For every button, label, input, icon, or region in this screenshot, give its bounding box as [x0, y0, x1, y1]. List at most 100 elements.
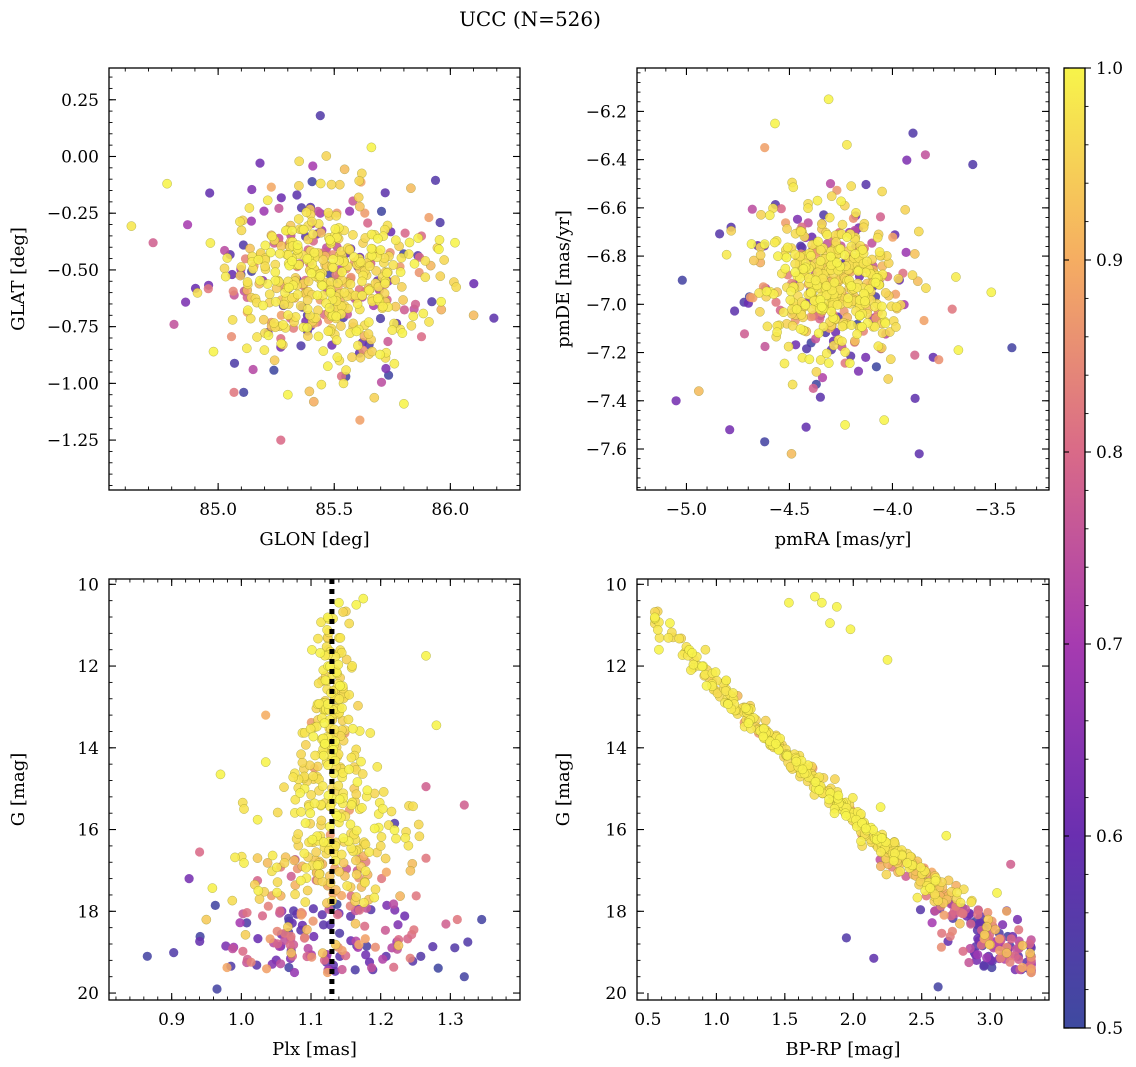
y-tick-label: 16: [605, 821, 627, 841]
data-point: [871, 362, 882, 372]
data-point: [308, 161, 318, 171]
data-point: [804, 354, 815, 365]
data-point: [351, 599, 362, 610]
data-point: [338, 858, 349, 868]
data-point: [710, 667, 721, 677]
data-point: [870, 277, 881, 288]
data-point: [259, 206, 269, 216]
data-point: [815, 256, 826, 266]
data-point: [341, 365, 351, 375]
data-point: [883, 374, 894, 384]
data-point: [1025, 948, 1035, 958]
data-point: [1001, 948, 1012, 958]
data-point: [888, 232, 898, 242]
data-point: [354, 905, 365, 915]
data-point: [314, 869, 325, 879]
data-point: [313, 633, 323, 644]
data-point: [364, 261, 375, 271]
data-point: [259, 345, 270, 355]
data-point: [360, 934, 370, 944]
data-point: [1006, 934, 1016, 944]
data-point: [360, 866, 371, 876]
data-point: [341, 654, 352, 665]
data-point: [856, 836, 866, 847]
data-point: [983, 907, 993, 918]
data-point: [364, 847, 375, 857]
data-point: [405, 953, 415, 963]
bprp-g-frame: [636, 578, 1050, 1001]
data-point: [261, 710, 271, 720]
data-point: [335, 633, 346, 643]
data-point: [431, 720, 442, 731]
x-tick-label: 2.5: [908, 1010, 935, 1030]
data-point: [982, 953, 992, 963]
data-point: [782, 750, 793, 761]
data-point: [760, 437, 770, 447]
data-point: [283, 922, 293, 932]
data-point: [451, 282, 462, 292]
data-point: [869, 953, 879, 963]
data-point: [964, 957, 974, 968]
data-point: [816, 597, 827, 608]
data-point: [764, 210, 775, 221]
data-point: [260, 757, 271, 767]
data-point: [263, 901, 273, 911]
data-point: [857, 244, 868, 255]
data-point: [229, 387, 239, 397]
data-point: [958, 946, 968, 956]
glon-glat-ylabel: GLAT [deg]: [8, 227, 29, 331]
data-point: [195, 847, 205, 857]
x-tick-label: −4.0: [872, 500, 913, 520]
data-point: [328, 262, 338, 273]
data-point: [966, 897, 977, 907]
data-point: [791, 756, 802, 767]
data-point: [352, 777, 363, 787]
data-point: [362, 785, 373, 796]
data-point: [356, 756, 366, 767]
data-point: [274, 203, 284, 213]
data-point: [773, 251, 783, 262]
data-point: [284, 282, 294, 293]
data-point: [937, 928, 947, 938]
data-point: [391, 833, 401, 844]
data-point: [979, 929, 990, 940]
data-point: [393, 940, 404, 951]
data-point: [877, 301, 887, 312]
colorbar: 0.5 0.6 0.7 0.8 0.9 1.0: [1063, 59, 1123, 1039]
data-point: [933, 982, 943, 992]
data-point: [921, 283, 931, 293]
data-point: [829, 277, 840, 288]
data-point: [354, 201, 365, 212]
data-point: [891, 322, 901, 332]
bprp-g-xlabel: BP-RP [mag]: [785, 1039, 900, 1060]
data-point: [378, 301, 388, 312]
data-point: [308, 916, 318, 926]
data-point: [300, 932, 310, 942]
data-point: [315, 648, 326, 658]
glon-glat-xlabel: GLON [deg]: [259, 529, 369, 550]
data-point: [829, 808, 840, 819]
data-point: [304, 386, 315, 397]
y-tick-label: 14: [605, 739, 627, 759]
data-point: [351, 825, 362, 836]
data-point: [271, 862, 282, 873]
data-point: [761, 286, 772, 297]
data-point: [852, 329, 862, 340]
data-point: [311, 847, 322, 857]
data-point: [873, 341, 884, 352]
data-point: [376, 832, 387, 842]
data-point: [748, 255, 759, 266]
data-point: [841, 933, 852, 943]
data-point: [290, 889, 300, 900]
data-point: [796, 226, 806, 237]
data-point: [309, 931, 319, 942]
data-point: [353, 340, 363, 351]
data-point: [294, 180, 304, 191]
x-tick-label: 1.3: [437, 1010, 464, 1030]
data-point: [755, 306, 765, 317]
data-point: [813, 328, 824, 339]
data-point: [258, 314, 269, 325]
data-point: [1012, 914, 1023, 925]
data-point: [846, 281, 857, 292]
data-point: [375, 841, 386, 851]
